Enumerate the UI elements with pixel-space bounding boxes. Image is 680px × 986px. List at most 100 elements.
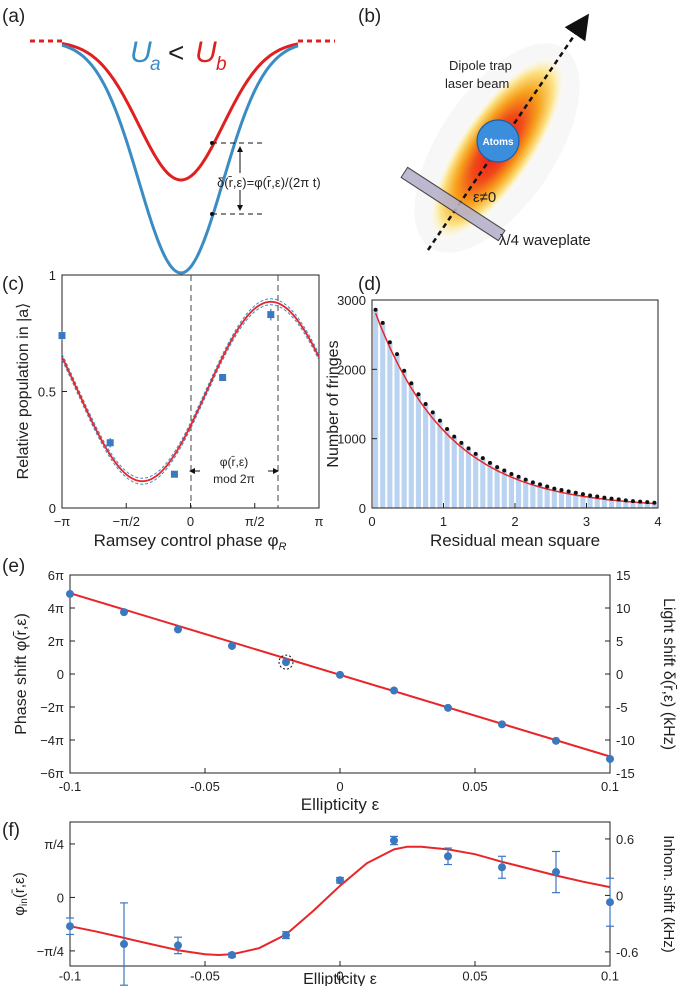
bin-point	[480, 456, 485, 461]
plot-d-frame	[371, 299, 659, 509]
histogram-bar	[523, 479, 529, 508]
y-tick-label: 2000	[337, 362, 366, 377]
panel-e: (e) -0.1 -0.05 0 0.05 0.1 6π 4π 2π 0 −2π −4π −6π 1…	[2, 556, 678, 814]
histogram-bar	[651, 502, 657, 508]
panel-d: (d) 0 1 2 3 4 0 1000 2000 3000 Residual mean sq…	[325, 274, 662, 550]
bin-point	[566, 489, 571, 494]
bin-point	[430, 410, 435, 415]
less-than-symbol: <	[168, 37, 184, 68]
y-tick-label: 4π	[48, 601, 64, 616]
histogram-bar	[508, 474, 514, 508]
histogram-bar	[587, 495, 593, 508]
data-point	[58, 332, 66, 340]
x-tick-label: 0.1	[601, 969, 619, 984]
histogram-bar	[537, 484, 543, 508]
bin-point	[495, 465, 500, 470]
panel-a: (a) U a < U b δ(r̄,ε)=φ(r̄,ε)/(2π t)	[2, 6, 335, 275]
y-right-tick-label: 15	[616, 568, 630, 583]
histogram-bar	[494, 467, 500, 508]
bin-point	[545, 484, 550, 489]
histogram-bar	[394, 354, 400, 508]
bin-point	[473, 451, 478, 456]
y-axis-right-title-f: Inhom. shift (kHz)	[660, 835, 677, 953]
bin-point	[445, 426, 450, 431]
x-tick-label: −π/2	[113, 514, 140, 529]
bin-point	[402, 368, 407, 373]
histogram-bar	[423, 404, 429, 508]
data-point	[170, 470, 178, 478]
x-tick-label: 0.05	[462, 969, 487, 984]
ua-subscript: a	[150, 54, 161, 75]
bin-point	[559, 487, 564, 492]
fit-curve-c	[61, 298, 320, 485]
bin-point	[523, 477, 528, 482]
data-point	[552, 868, 560, 877]
y-right-tick-label: 0.6	[616, 832, 634, 847]
data-point	[336, 670, 344, 679]
x-tick-label: 0.05	[462, 779, 487, 794]
bin-point	[395, 352, 400, 357]
y-right-tick-label: -10	[616, 733, 635, 748]
data-point	[228, 641, 236, 650]
data-point	[552, 736, 560, 745]
y-axis-right-title-e: Light shift δ(r̄,ε) (kHz)	[660, 598, 678, 750]
ub-symbol: U	[195, 36, 217, 69]
beam-label-line2: laser beam	[445, 76, 509, 91]
histogram-bar	[616, 499, 622, 508]
panel-b: (b) Dipole trap laser beam Atoms ε≠0 λ/4…	[358, 6, 591, 253]
y-tick-label: 0	[57, 667, 64, 682]
data-point	[282, 658, 290, 667]
histogram-bar	[530, 482, 536, 508]
histogram-points	[373, 307, 657, 505]
x-tick-label: 0	[187, 514, 194, 529]
x-ticks-d: 0 1 2 3 4	[368, 503, 662, 529]
y-tick-label: −2π	[40, 700, 64, 715]
histogram-bar	[387, 342, 393, 508]
panel-c-label: (c)	[2, 274, 24, 295]
bin-point	[623, 498, 628, 503]
bin-point	[416, 392, 421, 397]
y-right-tick-label: -15	[616, 766, 635, 781]
data-point	[66, 589, 74, 598]
highlighted-point-ring	[278, 654, 294, 670]
panel-e-label: (e)	[2, 556, 25, 577]
histogram-bar	[401, 370, 407, 508]
x-tick-label: 3	[583, 514, 590, 529]
bin-point	[516, 474, 521, 479]
beam-label-line1: Dipole trap	[449, 58, 512, 73]
histogram-bar	[458, 442, 464, 508]
y-right-tick-label: 10	[616, 601, 630, 616]
y-axis-title-c: Relative population in |a⟩	[15, 303, 32, 480]
bin-point	[452, 434, 457, 439]
x-axis-title-e: Ellipticity ε	[301, 795, 380, 814]
data-point	[606, 754, 614, 763]
y-tick-label: −π/4	[37, 944, 64, 959]
fit-band-upper	[61, 298, 320, 479]
bin-point	[459, 440, 464, 445]
panel-d-label: (d)	[358, 274, 381, 295]
y-tick-label: 0	[49, 501, 56, 516]
data-point	[174, 941, 182, 950]
x-axis-title-f: Ellipticity ε	[303, 971, 377, 986]
histogram-bars	[373, 309, 657, 508]
y-right-tick-label: -0.6	[616, 945, 638, 960]
x-tick-label: 0	[336, 779, 343, 794]
histogram-bar	[487, 462, 493, 508]
panel-b-label: (b)	[358, 6, 381, 27]
data-point	[106, 439, 114, 447]
data-point	[219, 374, 227, 382]
histogram-bar	[480, 458, 486, 508]
y-axis-title-e: Phase shift φ(r̄,ε)	[12, 613, 30, 735]
histogram-bar	[430, 412, 436, 508]
histogram-bar	[558, 489, 565, 508]
fit-line-f	[69, 845, 611, 956]
x-tick-label: π/2	[245, 514, 265, 529]
histogram-bar	[573, 492, 579, 508]
histogram-bar	[437, 420, 443, 508]
y-right-tick-label: 5	[616, 634, 623, 649]
bin-point	[380, 320, 385, 325]
bin-point	[509, 472, 514, 477]
data-point	[444, 852, 452, 861]
x-tick-label: -0.05	[190, 779, 220, 794]
histogram-bar	[623, 500, 629, 508]
